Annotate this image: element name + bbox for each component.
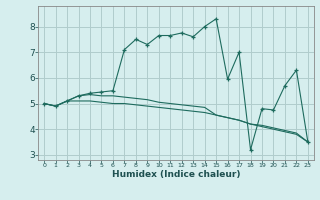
X-axis label: Humidex (Indice chaleur): Humidex (Indice chaleur) xyxy=(112,170,240,179)
